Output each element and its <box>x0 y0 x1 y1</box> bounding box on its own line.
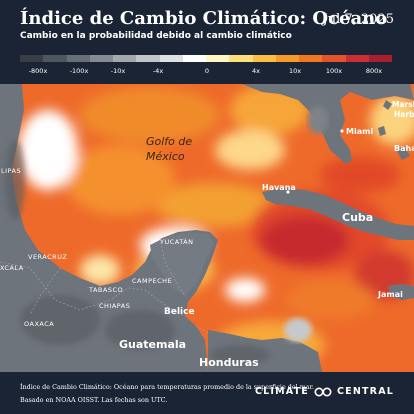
sst-map: Golfo de México Miami Havana Cuba Mars h … <box>0 84 414 372</box>
legend-tick: -4x <box>152 67 164 75</box>
color-scale-bar <box>20 55 392 62</box>
map-labels: Golfo de México Miami Havana Cuba Mars h … <box>0 100 414 369</box>
city-label-harbour: Harbou <box>394 110 414 119</box>
gulf-label-2: México <box>146 150 185 163</box>
state-label-xcala: XCALA <box>0 264 24 272</box>
country-label-jamaica: Jamai <box>377 290 403 299</box>
country-label-guatemala: Guatemala <box>119 338 186 351</box>
country-label-belice: Belice <box>164 307 195 317</box>
legend-swatch <box>20 55 44 62</box>
legend-swatch <box>345 55 369 62</box>
city-markers <box>286 129 344 194</box>
country-label-cuba: Cuba <box>342 211 373 224</box>
state-label-lipas: LIPAS <box>1 167 21 175</box>
country-label-honduras: Honduras <box>199 356 259 369</box>
legend-swatch <box>206 55 230 62</box>
footer: Índice de Cambio Climático: Océano para … <box>0 372 414 414</box>
legend-swatch <box>275 55 299 62</box>
legend-swatch <box>66 55 90 62</box>
sst-anomaly-field <box>18 85 414 369</box>
infinity-icon <box>314 386 332 397</box>
state-label-chiapas: CHIAPAS <box>99 302 130 310</box>
legend-swatch <box>368 55 392 62</box>
page-title: Índice de Cambio Climático: Océano <box>20 8 388 29</box>
legend-tick: -10x <box>110 67 126 75</box>
legend-swatch <box>113 55 137 62</box>
state-label-yucatan: YUCATÁN <box>159 237 193 246</box>
legend-swatch <box>159 55 183 62</box>
brand-word-2: CENTRAL <box>336 386 394 397</box>
date-label: Jul 7, 2025 <box>322 12 395 27</box>
country-label-bahamas: Baha <box>394 144 414 153</box>
state-label-oaxaca: OAXACA <box>24 320 54 328</box>
negative-anomaly-patch <box>284 318 312 342</box>
land-relief <box>5 140 270 365</box>
legend-swatch <box>43 55 67 62</box>
legend-tick: -800x <box>28 67 48 75</box>
city-label-miami: Miami <box>346 127 373 136</box>
legend-swatch <box>182 55 206 62</box>
legend-tick: 800x <box>365 67 383 75</box>
legend-swatch <box>252 55 276 62</box>
header: Índice de Cambio Climático: Océano Jul 7… <box>0 0 414 84</box>
borders <box>0 237 211 335</box>
legend-swatch <box>136 55 160 62</box>
brand-word-1: CLIMATE <box>254 386 309 397</box>
state-label-tabasco: TABASCO <box>88 286 123 294</box>
legend-tick: 4x <box>252 67 260 75</box>
city-label-havana: Havana <box>262 183 296 192</box>
city-label-marsh: Marsh <box>392 100 414 109</box>
climate-central-logo[interactable]: CLIMATE CENTRAL <box>255 386 394 397</box>
subtitle: Cambio en la probabilidad debido al camb… <box>20 31 292 41</box>
legend-swatch <box>229 55 253 62</box>
map-panel[interactable]: Golfo de México Miami Havana Cuba Mars h … <box>0 84 414 372</box>
gulf-label: Golfo de <box>146 135 192 148</box>
legend-swatch <box>299 55 323 62</box>
legend-tick: 100x <box>325 67 343 75</box>
yucatan-peninsula <box>150 232 214 296</box>
legend-swatch <box>322 55 346 62</box>
state-label-campeche: CAMPECHE <box>132 277 172 285</box>
legend-tick: 0 <box>204 67 210 75</box>
legend-tick: 10x <box>288 67 302 75</box>
footer-note-2: Basado en NOAA OISST. Las fechas son UTC… <box>20 396 168 404</box>
footer-note-1: Índice de Cambio Climático: Océano para … <box>20 383 314 391</box>
legend-swatch <box>89 55 113 62</box>
state-label-veracruz: VERACRUZ <box>28 253 67 261</box>
legend-tick: -100x <box>69 67 89 75</box>
